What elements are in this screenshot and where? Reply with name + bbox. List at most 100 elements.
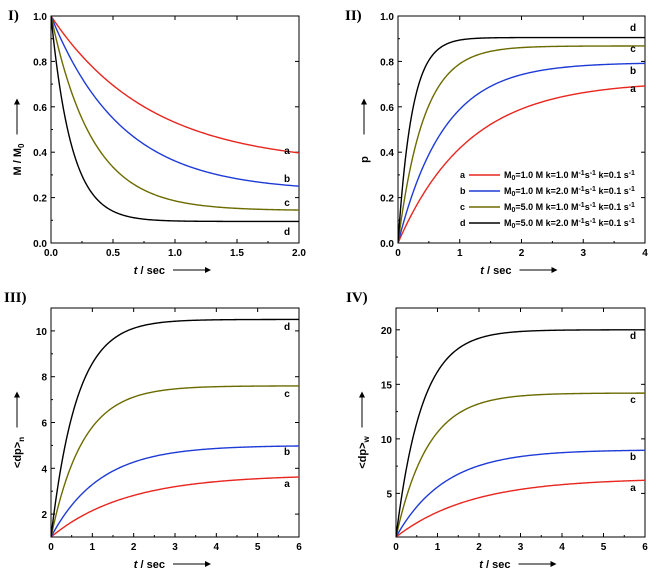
y-tick-label: 0.4	[380, 148, 394, 159]
series-line-c	[51, 16, 299, 211]
curve-label-c: c	[284, 198, 290, 209]
y-tick-label: 10	[36, 327, 48, 338]
legend-key: a	[460, 170, 466, 180]
curve-label-a: a	[284, 479, 290, 490]
curve-label-d: d	[284, 227, 290, 238]
x-tick-label: 1.5	[230, 248, 244, 259]
curve-label-b: b	[284, 174, 290, 185]
x-tick-label: 1	[435, 542, 441, 553]
x-tick-label: 3	[580, 248, 586, 259]
series-line-a	[396, 479, 645, 537]
plot-frame	[50, 307, 300, 538]
y-tick-label: 0.2	[380, 194, 394, 205]
x-tick-label: 3	[172, 542, 178, 553]
x-axis-arrowhead	[550, 561, 557, 567]
x-tick-label: 1	[457, 248, 463, 259]
x-tick-label: 1.0	[168, 248, 182, 259]
series-line-a	[398, 85, 645, 243]
curve-label-c: c	[630, 395, 636, 406]
y-tick-label: 0.0	[380, 239, 394, 250]
series-line-a	[51, 476, 299, 537]
y-tick-label: 0.8	[33, 57, 47, 68]
series-line-d	[51, 318, 299, 537]
x-tick-label: 2	[131, 542, 137, 553]
legend-entry-b: b M0=1.0 M k=2.0 M-1s-1 k=0.1 s-1	[460, 186, 635, 198]
curve-label-b: b	[630, 452, 636, 463]
x-axis-arrowhead	[551, 267, 558, 273]
curve-label-b: b	[630, 66, 636, 77]
x-tick-label: 6	[642, 542, 648, 553]
y-axis-title: M / M0	[12, 143, 26, 176]
y-axis-arrowhead	[14, 98, 20, 105]
curve-label-d: d	[630, 331, 636, 342]
curve-label-b: b	[284, 447, 290, 458]
y-tick-label: 1.0	[33, 12, 47, 23]
legend-key: d	[460, 218, 466, 228]
x-axis-arrowhead	[205, 561, 211, 567]
y-tick-label: 15	[381, 380, 393, 391]
y-tick-label: 6	[41, 419, 47, 430]
x-axis-title: t / sec	[134, 559, 165, 571]
y-tick-label: 2	[41, 510, 47, 521]
x-axis-arrowhead	[205, 267, 211, 273]
legend-entry-a: a M0=1.0 M k=1.0 M-1s-1 k=0.1 s-1	[460, 170, 635, 182]
series-line-d	[51, 16, 299, 223]
x-tick-label: 0	[395, 248, 401, 259]
curve-label-d: d	[284, 322, 290, 333]
x-axis-title: t / sec	[480, 265, 511, 277]
series-line-b	[51, 445, 299, 537]
y-tick-label: 0.4	[33, 148, 47, 159]
x-tick-label: 0.0	[44, 248, 58, 259]
curve-label-a: a	[630, 483, 636, 494]
y-tick-label: 0.2	[33, 194, 47, 205]
panel-III: III) 0 1 2 3 4 5 6 2 4 6 8 10 t / sec <dp>n a b c d	[4, 290, 302, 571]
x-tick-label: 6	[296, 542, 302, 553]
curve-label-c: c	[630, 44, 636, 55]
x-axis-title: t / sec	[134, 265, 165, 277]
series-line-c	[396, 392, 645, 537]
legend-label: M0=1.0 M k=2.0 M-1s-1 k=0.1 s-1	[504, 186, 635, 198]
x-tick-label: 0	[393, 542, 399, 553]
y-tick-label: 0.6	[33, 103, 47, 114]
y-axis-title: <dp>w	[357, 435, 371, 468]
series-line-c	[398, 45, 645, 243]
legend-entry-c: c M0=5.0 M k=1.0 M-1s-1 k=0.1 s-1	[460, 202, 635, 214]
panel-label: III)	[4, 290, 27, 306]
x-tick-label: 1	[90, 542, 96, 553]
x-tick-label: 4	[642, 248, 648, 259]
series-line-d	[396, 329, 645, 537]
legend-label: M0=1.0 M k=1.0 M-1s-1 k=0.1 s-1	[504, 170, 635, 182]
x-tick-label: 2.0	[292, 248, 306, 259]
x-tick-label: 5	[255, 542, 261, 553]
legend-label: M0=5.0 M k=1.0 M-1s-1 k=0.1 s-1	[504, 202, 635, 214]
x-tick-label: 0	[48, 542, 54, 553]
y-tick-label: 0.0	[33, 239, 47, 250]
panel-I: I)0.0 0.5 1.0 1.5 2.00.00.20.40.60.81.0t / s…	[8, 8, 306, 277]
y-tick-label: 0.8	[380, 57, 394, 68]
y-tick-label: 1.0	[380, 12, 394, 23]
y-axis-title: <dp>n	[12, 437, 26, 468]
y-axis-arrowhead	[361, 98, 367, 105]
series-line-d	[398, 36, 645, 243]
x-tick-label: 0.5	[106, 248, 120, 259]
y-tick-label: 0.6	[380, 103, 394, 114]
x-tick-label: 4	[214, 542, 220, 553]
panel-IV: IV) 0 1 2 3 4 5 6 5 10 15 20 t / sec <dp>w a b c d	[346, 290, 648, 571]
y-tick-label: 8	[41, 373, 47, 384]
series-line-b	[398, 62, 645, 243]
panel-label: IV)	[346, 290, 368, 306]
x-axis-title: t / sec	[479, 559, 510, 571]
panel-label: II)	[345, 8, 362, 24]
y-tick-label: 10	[381, 435, 393, 446]
series-line-b	[396, 449, 645, 537]
curve-label-a: a	[630, 84, 636, 95]
y-tick-label: 20	[381, 326, 393, 337]
x-tick-label: 2	[476, 542, 482, 553]
x-tick-label: 5	[601, 542, 607, 553]
legend-key: b	[460, 186, 466, 196]
legend-label: M0=5.0 M k=2.0 M-1s-1 k=0.1 s-1	[504, 218, 635, 230]
y-tick-label: 5	[386, 489, 392, 500]
y-axis-title: p	[359, 156, 371, 163]
